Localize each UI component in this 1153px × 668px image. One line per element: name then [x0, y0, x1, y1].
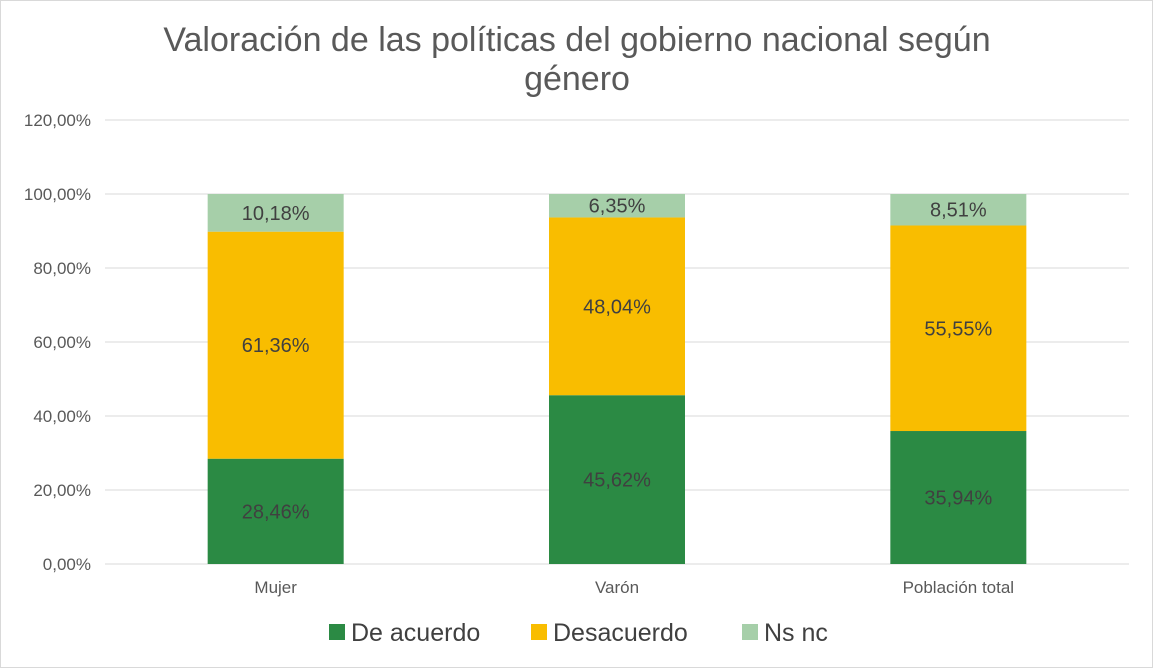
x-tick-label: Varón	[595, 578, 639, 597]
bar-segment	[549, 217, 685, 396]
data-label: 10,18%	[242, 203, 310, 225]
chart-title-line-2: género	[524, 60, 630, 98]
bar-segment	[890, 225, 1027, 432]
chart-title-line-1: Valoración de las políticas del gobierno…	[163, 21, 990, 59]
y-tick-label: 0,00%	[43, 555, 91, 574]
legend-swatch	[742, 624, 758, 640]
bars	[207, 193, 1027, 564]
y-tick-label: 40,00%	[33, 407, 91, 426]
x-tick-label: Mujer	[254, 578, 297, 597]
y-axis-ticks: 0,00% 20,00% 40,00% 60,00% 80,00% 100,00% 120,…	[24, 111, 91, 574]
y-tick-label: 20,00%	[33, 481, 91, 500]
data-labels: 28,46% 61,36% 10,18% 45,62% 48,04% 6,35% 35,94…	[242, 196, 993, 524]
bar-segment	[890, 431, 1027, 564]
bar-segment	[890, 194, 1027, 226]
bar-segment	[207, 458, 344, 564]
legend: De acuerdo Desacuerdo Ns nc	[329, 619, 828, 647]
legend-label: Desacuerdo	[553, 619, 688, 647]
data-label: 45,62%	[583, 470, 651, 492]
legend-label: Ns nc	[764, 619, 828, 647]
legend-swatch	[531, 624, 547, 640]
legend-label: De acuerdo	[351, 619, 480, 647]
legend-swatch	[329, 624, 345, 640]
bar-segment	[207, 231, 344, 459]
data-label: 48,04%	[583, 296, 651, 318]
x-axis-ticks: Mujer Varón Población total	[254, 578, 1014, 597]
data-label: 55,55%	[924, 318, 992, 340]
y-tick-label: 100,00%	[24, 185, 91, 204]
bar-segment	[549, 193, 685, 218]
y-tick-label: 60,00%	[33, 333, 91, 352]
y-tick-label: 80,00%	[33, 259, 91, 278]
data-label: 6,35%	[589, 196, 646, 218]
data-label: 28,46%	[242, 501, 310, 523]
x-tick-label: Población total	[903, 578, 1015, 597]
y-tick-label: 120,00%	[24, 111, 91, 130]
data-label: 35,94%	[924, 488, 992, 510]
data-label: 61,36%	[242, 335, 310, 357]
bar-segment	[549, 395, 685, 564]
data-label: 8,51%	[930, 200, 987, 222]
bar-segment	[207, 194, 344, 232]
